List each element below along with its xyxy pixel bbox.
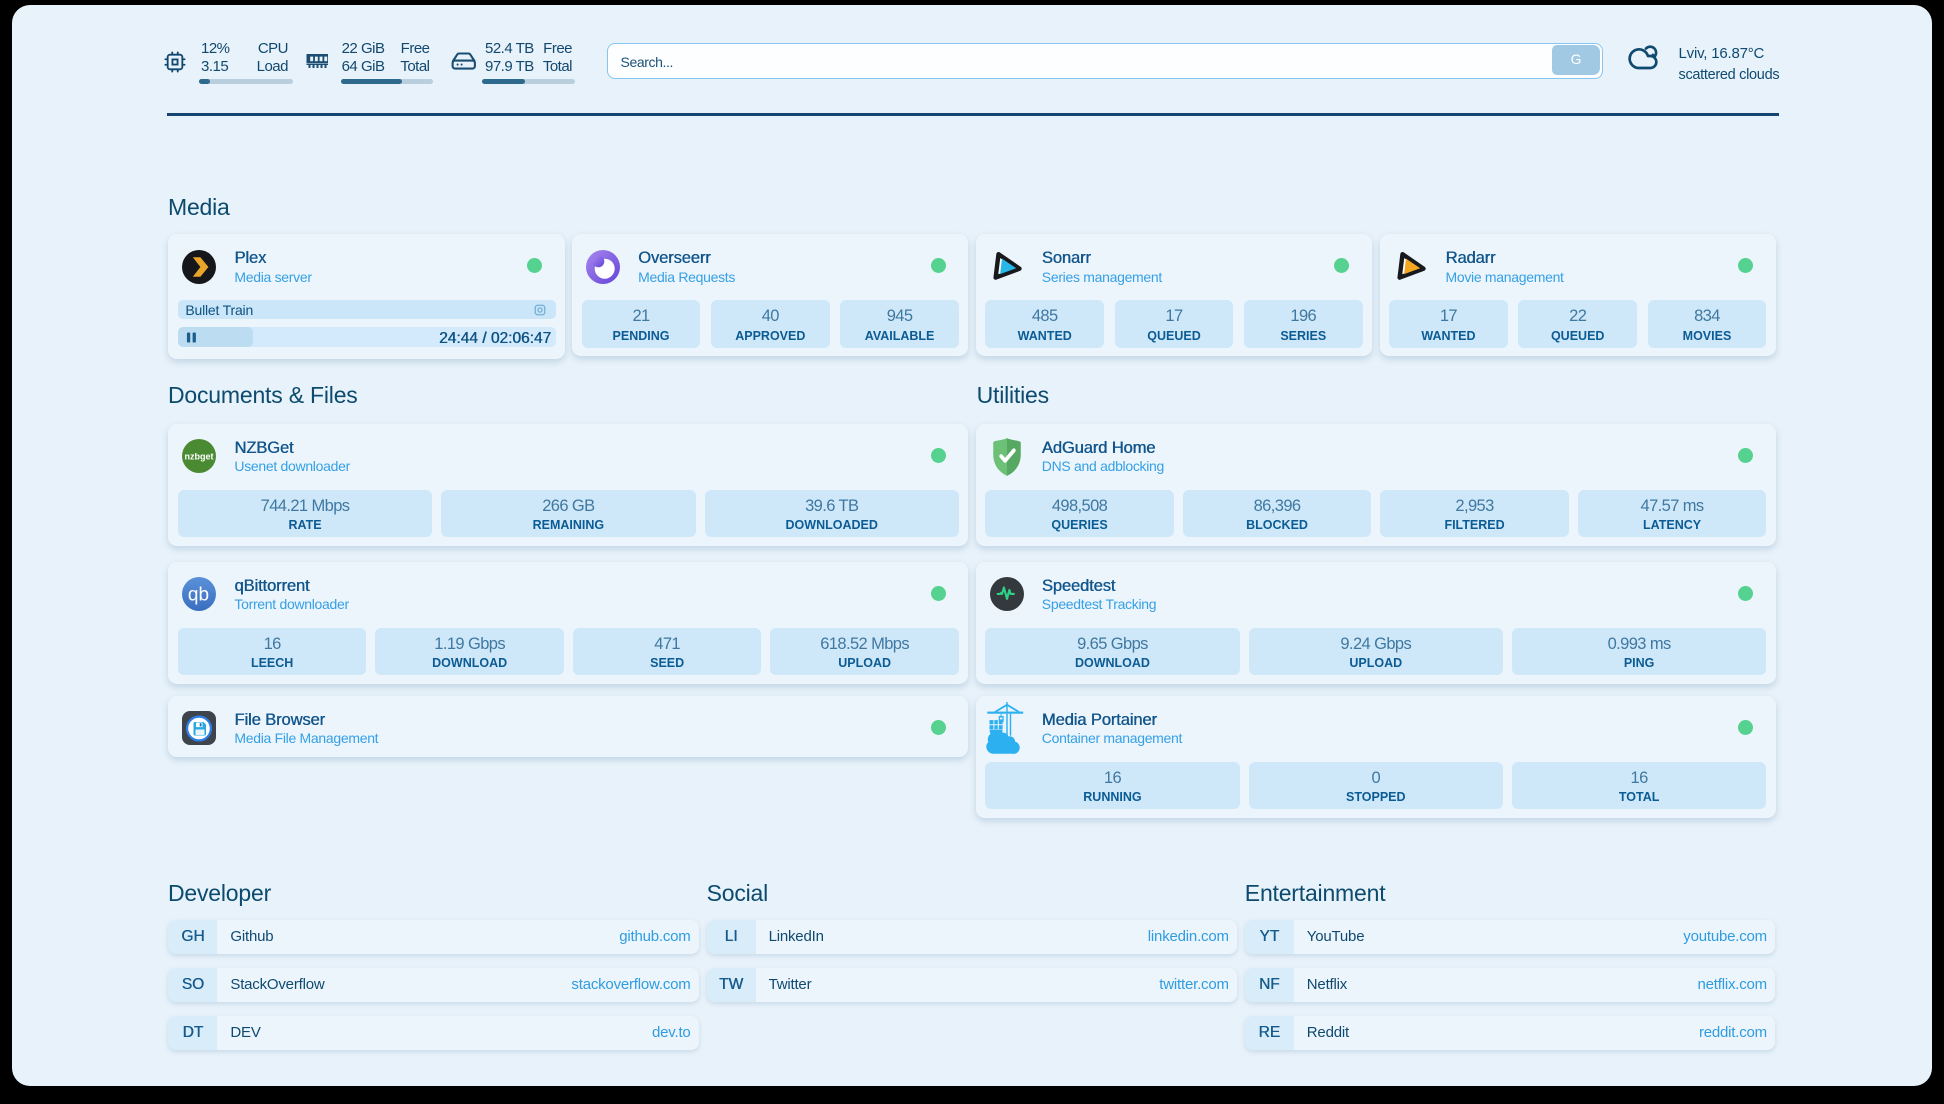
svg-text:qb: qb	[188, 585, 209, 606]
svg-text:nzbget: nzbget	[185, 452, 214, 462]
